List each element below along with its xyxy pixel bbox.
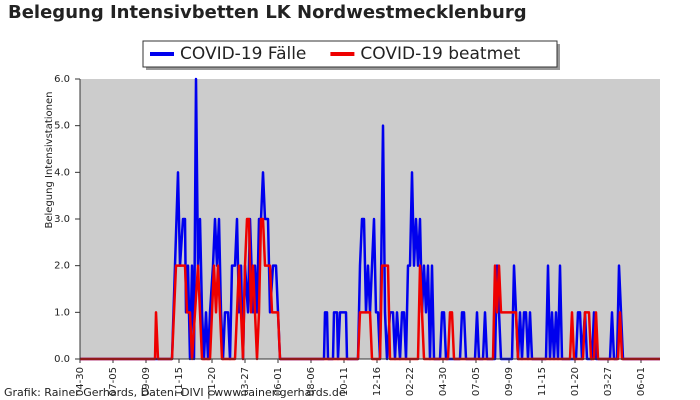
x-tick-label: 07-05 (471, 367, 482, 396)
x-tick-label: 04-30 (75, 367, 86, 396)
x-tick-label: 08-06 (306, 367, 317, 396)
x-tick-label: 02-22 (405, 367, 416, 396)
x-tick-label: 03-27 (603, 367, 614, 396)
x-tick-label: 11-15 (174, 367, 185, 396)
x-tick-label: 12-16 (372, 367, 383, 396)
y-tick-label: 5.0 (54, 121, 70, 132)
y-axis-label: Belegung Intensivstationen (44, 91, 55, 228)
x-tick-label: 06-01 (273, 367, 284, 396)
y-tick-label: 6.0 (54, 74, 70, 85)
x-tick-label: 04-30 (438, 367, 449, 396)
chart-title: Belegung Intensivbetten LK Nordwestmeckl… (8, 2, 527, 23)
y-tick-label: 0.0 (54, 354, 70, 365)
x-tick-label: 01-20 (207, 367, 218, 396)
y-tick-label: 4.0 (54, 167, 70, 178)
x-tick-label: 07-05 (108, 367, 119, 396)
legend: COVID-19 Fälle COVID-19 beatmet (142, 40, 560, 70)
x-tick-label: 09-09 (504, 367, 515, 396)
legend-label: COVID-19 Fälle (180, 44, 306, 64)
x-tick-label: 10-11 (339, 367, 350, 396)
footer: Grafik: Rainer Gerhards, Daten: DIVI | w… (4, 386, 346, 399)
y-tick-label: 3.0 (54, 214, 70, 225)
x-tick-label: 06-01 (636, 367, 647, 396)
legend-label: COVID-19 beatmet (360, 44, 520, 64)
x-tick-label: 01-20 (570, 367, 581, 396)
x-tick-label: 09-09 (141, 367, 152, 396)
series-line (80, 217, 660, 361)
y-tick-label: 2.0 (54, 261, 70, 272)
y-tick-label: 1.0 (54, 307, 70, 318)
x-tick-label: 11-15 (537, 367, 548, 396)
x-tick-label: 03-27 (240, 367, 251, 396)
